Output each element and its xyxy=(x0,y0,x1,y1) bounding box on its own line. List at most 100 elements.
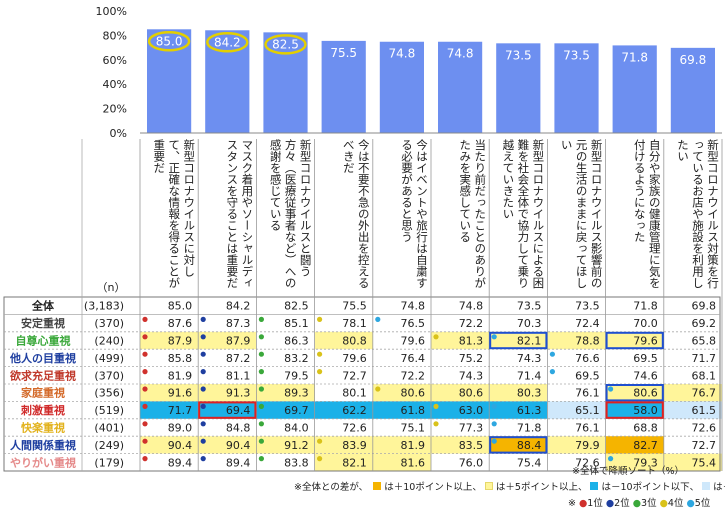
bar xyxy=(554,43,599,133)
row-n-value: (370) xyxy=(94,369,124,382)
table-cell-value: 70.3 xyxy=(517,317,542,330)
table-cell-fill xyxy=(663,453,722,471)
table-cell-fill xyxy=(140,384,199,402)
y-tick-label: 60% xyxy=(103,54,127,67)
table-cell-fill xyxy=(489,401,548,419)
rank-dot-icon xyxy=(608,456,614,462)
table-cell-value: 71.8 xyxy=(517,422,542,435)
bar-value-label: 71.8 xyxy=(621,50,648,64)
table-cell-value: 79.6 xyxy=(633,335,658,348)
table-cell-value: 69.4 xyxy=(226,404,251,417)
row-label: やりがい重視 xyxy=(10,455,76,469)
legend-plus5-text: は＋5ポイント以上、 xyxy=(495,482,588,493)
rank-dot-icon xyxy=(433,403,439,409)
table-cell-value: 76.5 xyxy=(401,317,426,330)
table-cell-fill xyxy=(198,331,257,350)
bar xyxy=(496,43,541,133)
table-cell-value: 63.0 xyxy=(459,404,484,417)
rank-dot-icon xyxy=(433,421,439,427)
table-cell-value: 84.8 xyxy=(226,422,251,435)
table-cell-value: 76.4 xyxy=(401,352,426,365)
table-cell-value: 73.5 xyxy=(517,300,542,313)
table-cell-fill xyxy=(431,436,490,454)
table-cell-value: 82.7 xyxy=(633,439,658,452)
table-cell-fill xyxy=(372,436,431,454)
bar xyxy=(612,45,657,133)
table-cell-value: 82.5 xyxy=(284,300,309,313)
rank1-dot-icon: ● xyxy=(579,498,588,509)
table-cell-fill xyxy=(547,436,606,454)
table-cell-value: 81.6 xyxy=(401,456,426,469)
rank-dot-icon xyxy=(258,369,264,375)
rank-dot-icon xyxy=(491,403,497,409)
rank-dot-icon xyxy=(200,421,206,427)
rank-dot-icon xyxy=(142,403,148,409)
table-cell-value: 72.2 xyxy=(401,369,426,382)
rank4-label: 4位 xyxy=(667,498,684,509)
table-cell-value: 61.5 xyxy=(692,404,717,417)
table-cell-value: 74.6 xyxy=(633,369,658,382)
y-tick-label: 100% xyxy=(96,5,127,18)
bar xyxy=(379,41,424,133)
table-cell-fill xyxy=(256,384,315,402)
table-cell-fill xyxy=(431,384,490,402)
rank-dot-icon xyxy=(142,421,148,427)
table-cell-value: 75.4 xyxy=(692,456,717,469)
table-cell-value: 69.2 xyxy=(692,317,717,330)
rank-dot-icon xyxy=(375,316,381,322)
table-cell-value: 75.5 xyxy=(342,300,367,313)
row-label: 家庭重視 xyxy=(21,386,65,400)
row-n-value: (519) xyxy=(94,404,124,417)
table-cell-value: 72.4 xyxy=(575,317,600,330)
rank-dot-icon xyxy=(200,386,206,392)
table-cell-value: 79.3 xyxy=(633,456,658,469)
table-cell-value: 83.5 xyxy=(459,439,484,452)
row-n-value: (356) xyxy=(94,387,124,400)
table-cell-value: 80.3 xyxy=(517,387,542,400)
table-cell-value: 80.8 xyxy=(342,335,367,348)
table-cell-value: 81.9 xyxy=(401,439,426,452)
rank-dot-icon xyxy=(258,421,264,427)
bar-value-label: 84.2 xyxy=(214,35,241,49)
table-cell-value: 85.1 xyxy=(284,317,309,330)
table-cell-value: 76.7 xyxy=(692,387,717,400)
table-cell-fill xyxy=(256,436,315,454)
rank-dot-icon xyxy=(433,334,439,340)
row-label: 欲求充足重視 xyxy=(9,368,76,382)
bar-value-label: 85.0 xyxy=(156,34,183,48)
table-cell-value: 91.6 xyxy=(168,387,193,400)
bar-value-label: 74.8 xyxy=(389,47,416,61)
sort-note: ※全体で降順ソート（%） xyxy=(572,466,684,477)
rank1-label: 1位 xyxy=(587,498,603,509)
table-cell-value: 89.3 xyxy=(284,387,309,400)
table-cell-fill xyxy=(314,331,373,350)
n-header: （n） xyxy=(97,281,126,294)
rank-dot-icon xyxy=(608,386,614,392)
bar-value-label: 75.5 xyxy=(330,46,357,60)
rank-dot-icon xyxy=(200,438,206,444)
table-cell-value: 74.3 xyxy=(459,369,484,382)
table-cell-fill xyxy=(372,384,431,402)
rank-dot-icon xyxy=(317,438,323,444)
row-label: 他人の目重視 xyxy=(9,351,76,365)
table-cell-fill xyxy=(489,331,548,350)
row-n-value: (249) xyxy=(94,439,124,452)
table-cell-value: 72.2 xyxy=(459,317,484,330)
table-cell-value: 69.5 xyxy=(633,352,658,365)
category-label: 自分や家族の健康管理に気を付けるようになった xyxy=(632,139,662,289)
row-n-value: (240) xyxy=(94,335,124,348)
table-cell-value: 58.0 xyxy=(633,404,658,417)
table-cell-value: 75.1 xyxy=(401,422,426,435)
rank-dot-icon xyxy=(258,386,264,392)
table-cell-value: 62.2 xyxy=(342,404,367,417)
table-cell-fill xyxy=(489,436,548,454)
diff-legend-prefix: ※全体との差が、 xyxy=(294,482,369,493)
table-cell-fill xyxy=(547,401,606,419)
table-cell-fill xyxy=(198,436,257,454)
table-cell-value: 69.7 xyxy=(284,404,309,417)
table-cell-fill xyxy=(256,401,315,419)
bar xyxy=(321,40,366,133)
category-label: マスク着用やソーシャルディスタンスを守ることは重要だ xyxy=(225,139,255,289)
